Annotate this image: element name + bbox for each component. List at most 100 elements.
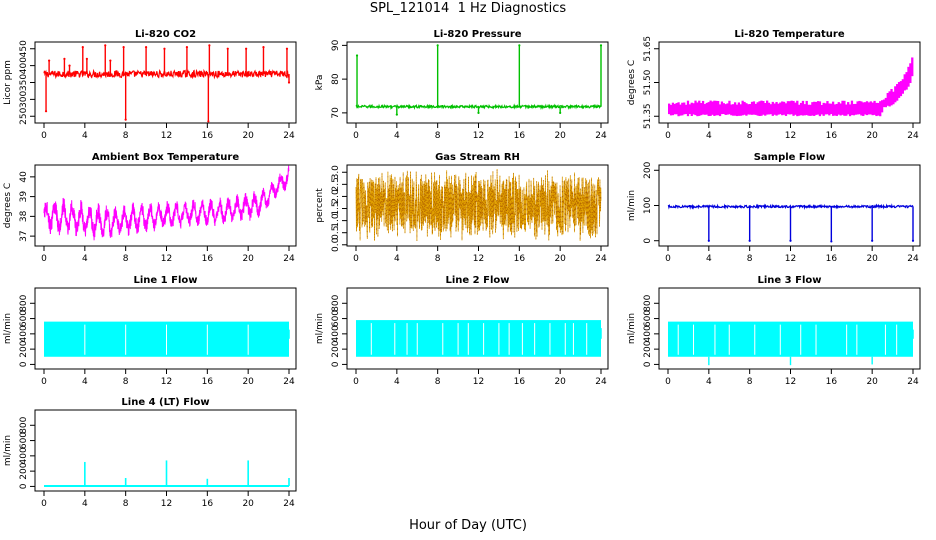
y-tick-label: 200	[19, 462, 29, 479]
x-tick-label: 4	[82, 131, 88, 141]
data-step	[858, 100, 861, 115]
x-tick-label: 20	[554, 254, 566, 264]
y-tick-label: 800	[643, 294, 653, 311]
x-tick-label: 24	[907, 377, 919, 387]
data-step	[877, 102, 880, 116]
spike-point	[245, 47, 248, 50]
data-step	[911, 57, 914, 77]
panel-title: Line 4 (LT) Flow	[121, 397, 209, 408]
y-axis-label: degrees C	[627, 60, 637, 105]
spike-point	[559, 111, 562, 114]
y-tick-label: 90	[331, 39, 341, 51]
spike-point	[81, 45, 84, 49]
plot-frame	[34, 287, 297, 370]
y-tick-label: 200	[331, 340, 341, 357]
y-tick-label: 40	[19, 171, 29, 183]
y-tick-label: 300	[19, 91, 29, 108]
data-step	[696, 102, 699, 117]
chart-panel: Line 1 Flow ml/min 0 4 8 12 16 20 24 0 20040060080…	[3, 275, 297, 387]
data-step	[713, 100, 716, 116]
x-tick-label: 16	[514, 254, 526, 264]
x-tick-label: 24	[283, 499, 295, 509]
y-tick-label: 37	[19, 230, 29, 241]
x-tick-label: 20	[554, 131, 566, 141]
x-tick-label: 12	[161, 377, 172, 387]
data-step	[867, 102, 871, 115]
y-tick-label: 2.5	[331, 177, 341, 191]
data-step	[681, 102, 684, 116]
x-tick-label: 12	[785, 377, 796, 387]
data-step	[880, 100, 884, 113]
y-tick-label: 600	[643, 310, 653, 327]
data-step	[803, 104, 806, 116]
x-tick-label: 8	[123, 254, 129, 264]
x-tick-label: 0	[353, 377, 359, 387]
spike-point	[207, 120, 210, 123]
data-step	[869, 101, 872, 115]
data-step	[897, 82, 901, 98]
data-step	[737, 102, 741, 116]
series-marks	[355, 168, 602, 242]
data-step	[762, 101, 765, 115]
spike-point	[518, 44, 521, 47]
series-marks	[44, 321, 290, 357]
x-tick-label: 4	[394, 377, 400, 387]
data-step	[694, 100, 697, 116]
series-line	[667, 203, 914, 210]
data-step	[683, 102, 686, 115]
data-step	[735, 104, 739, 117]
spike-point	[911, 239, 915, 242]
y-tick-label: 1.5	[331, 201, 341, 215]
panel-title: Line 2 Flow	[446, 275, 510, 286]
x-tick-label: 16	[202, 499, 214, 509]
x-tick-label: 24	[907, 131, 919, 141]
chart-panel: Sample Flow ml/min 0 4 8 12 16 20 24 0 100 200	[627, 152, 921, 264]
x-tick-label: 0	[353, 131, 359, 141]
x-tick-label: 8	[435, 254, 441, 264]
panel-title: Line 3 Flow	[758, 275, 822, 286]
spike-point	[124, 118, 127, 121]
y-tick-label: 3.0	[331, 165, 341, 180]
x-tick-label: 20	[866, 254, 878, 264]
x-tick-label: 4	[706, 131, 712, 141]
spike-point	[262, 45, 265, 49]
x-tick-label: 12	[473, 377, 484, 387]
plot-frame	[658, 287, 921, 370]
data-step	[733, 102, 737, 116]
data-step	[677, 102, 680, 117]
data-step	[805, 100, 808, 116]
y-tick-label: 51.35	[643, 103, 653, 129]
x-tick-label: 16	[202, 131, 214, 141]
data-step	[686, 100, 690, 117]
data-step	[873, 100, 876, 115]
y-tick-label: 200	[19, 340, 29, 357]
data-step	[852, 103, 855, 116]
data-step	[760, 100, 763, 116]
data-step	[749, 104, 752, 115]
spike-point	[226, 47, 229, 50]
y-axis-label: ml/min	[3, 313, 13, 344]
data-step	[782, 101, 786, 115]
data-step	[813, 101, 816, 116]
x-tick-label: 20	[242, 254, 254, 264]
x-tick-label: 4	[706, 254, 712, 264]
data-step	[743, 101, 746, 115]
data-step	[730, 104, 733, 116]
y-tick-label: 400	[19, 447, 29, 464]
data-step	[758, 101, 761, 117]
spike-point	[109, 59, 112, 62]
data-step	[826, 101, 829, 115]
data-step	[771, 101, 774, 116]
x-tick-label: 8	[435, 377, 441, 387]
y-axis-label: ml/min	[627, 190, 637, 221]
x-tick-label: 16	[202, 254, 214, 264]
data-step	[879, 101, 882, 117]
data-step	[675, 103, 678, 115]
chart-panel: Line 2 Flow ml/min 0 4 8 12 16 20 24 0 20040060080…	[315, 275, 609, 387]
spike-point	[85, 57, 88, 60]
data-step	[732, 104, 735, 116]
data-step	[781, 101, 784, 116]
y-tick-label: 51.50	[643, 69, 653, 95]
spike-point	[68, 64, 71, 67]
y-tick-label: 0	[19, 361, 29, 367]
